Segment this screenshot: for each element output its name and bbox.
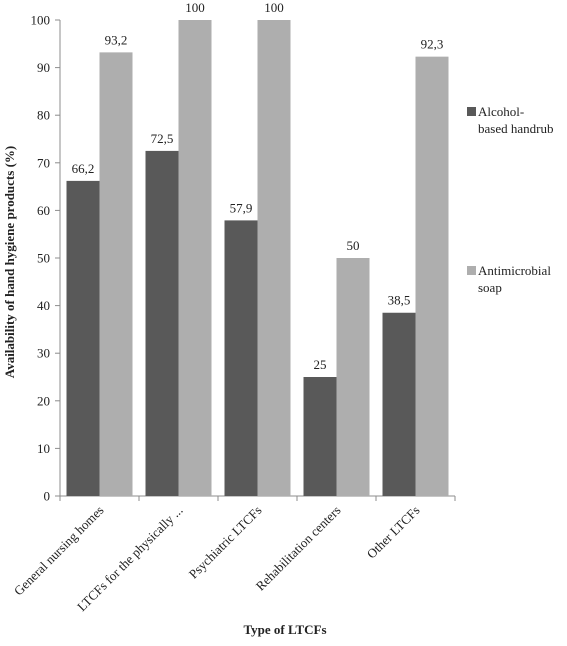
data-labels-group: 66,2 93,2 72,5 100 57,9 100 25 50 38,5 92,3 bbox=[72, 0, 444, 372]
legend-entry: Alcohol-based handrub bbox=[467, 104, 553, 136]
y-tick-label: 60 bbox=[37, 203, 50, 218]
bar-alcohol-handrub bbox=[66, 180, 100, 496]
bar-antimicrobial-soap bbox=[257, 20, 291, 496]
data-label: 100 bbox=[185, 0, 205, 15]
bar-alcohol-handrub bbox=[224, 220, 258, 496]
y-tick-label: 70 bbox=[37, 155, 50, 170]
legend-swatch bbox=[467, 107, 476, 116]
y-tick-label: 50 bbox=[37, 251, 50, 266]
bars-group bbox=[66, 20, 449, 496]
x-category-label: Other LTCFs bbox=[364, 503, 423, 562]
legend-label: based handrub bbox=[478, 121, 553, 136]
bar-antimicrobial-soap bbox=[336, 258, 370, 496]
data-label: 100 bbox=[264, 0, 284, 15]
bar-antimicrobial-soap bbox=[99, 52, 133, 496]
x-axis-title: Type of LTCFs bbox=[243, 622, 326, 637]
y-tick-label: 10 bbox=[37, 441, 50, 456]
x-category-label: Psychiatric LTCFs bbox=[186, 503, 265, 582]
bar-antimicrobial-soap bbox=[178, 20, 212, 496]
bar-antimicrobial-soap bbox=[415, 56, 449, 496]
data-label: 72,5 bbox=[151, 131, 174, 146]
legend-entry: Antimicrobial soap bbox=[467, 263, 551, 295]
legend-label: Alcohol- bbox=[478, 104, 524, 119]
data-label: 50 bbox=[347, 238, 360, 253]
bar-alcohol-handrub bbox=[145, 150, 179, 496]
bar-alcohol-handrub bbox=[382, 312, 416, 496]
data-label: 38,5 bbox=[388, 293, 411, 308]
data-label: 57,9 bbox=[230, 200, 253, 215]
legend-label: soap bbox=[478, 280, 502, 295]
y-tick-label: 80 bbox=[37, 108, 50, 123]
y-axis-title: Availability of hand hygiene products (%… bbox=[2, 146, 17, 378]
data-label: 93,2 bbox=[105, 32, 128, 47]
y-tick-label: 100 bbox=[31, 13, 51, 28]
legend-label: Antimicrobial bbox=[478, 263, 551, 278]
y-tick-label: 90 bbox=[37, 60, 50, 75]
y-tick-label: 0 bbox=[44, 489, 51, 504]
bar-alcohol-handrub bbox=[303, 377, 337, 496]
data-label: 25 bbox=[314, 357, 327, 372]
y-tick-label: 40 bbox=[37, 298, 50, 313]
data-label: 66,2 bbox=[72, 161, 95, 176]
x-category-label: Rehabilitation centers bbox=[253, 503, 344, 594]
y-tick-label: 20 bbox=[37, 393, 50, 408]
data-label: 92,3 bbox=[421, 37, 444, 52]
legend-swatch bbox=[467, 266, 476, 275]
legend: Alcohol-based handrub Antimicrobial soap bbox=[467, 104, 553, 295]
y-tick-label: 30 bbox=[37, 346, 50, 361]
